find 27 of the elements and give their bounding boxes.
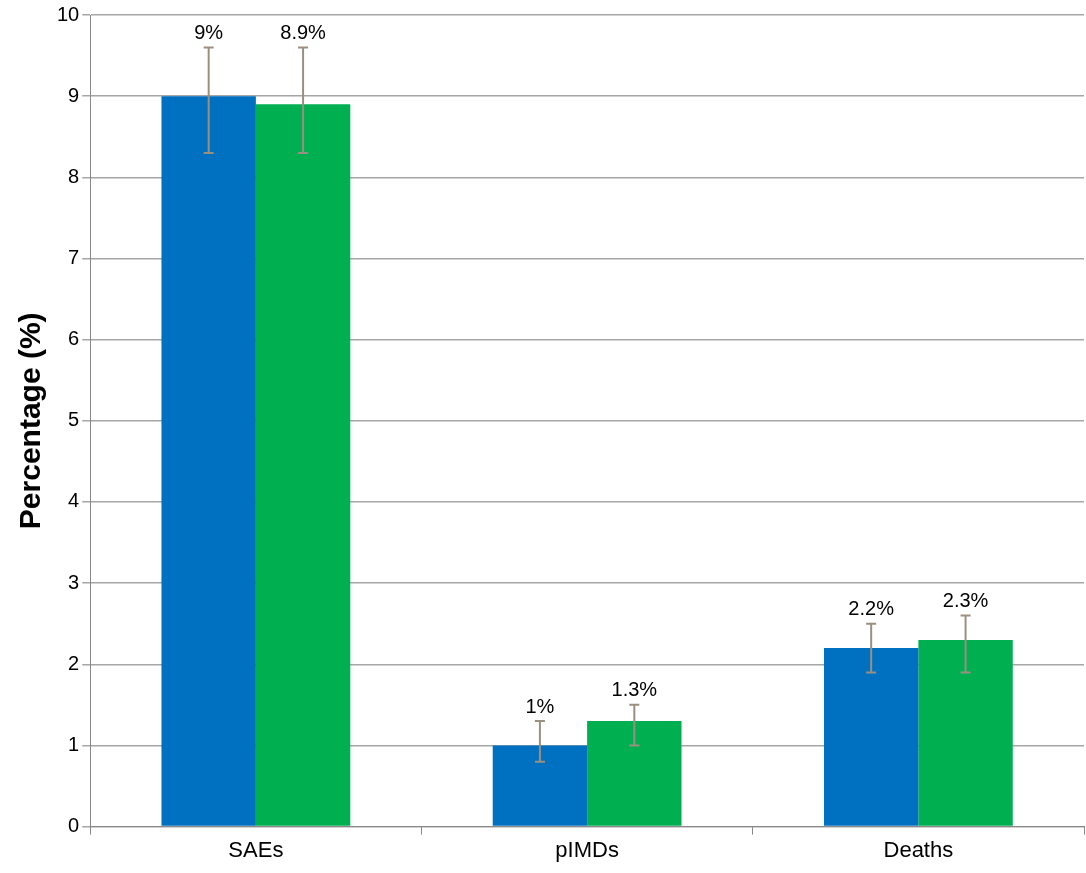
bar: [587, 721, 682, 826]
x-tick-label: SAEs: [228, 836, 284, 862]
data-label: 1.3%: [611, 678, 658, 701]
y-tick-label: 4: [68, 489, 80, 512]
bar: [918, 639, 1013, 826]
data-label: 2.3%: [942, 589, 989, 612]
bar: [823, 648, 919, 826]
y-tick-label: 0: [68, 814, 80, 837]
y-tick-label: 3: [68, 570, 80, 593]
y-tick-label: 2: [68, 651, 80, 674]
data-label: 9%: [194, 20, 224, 43]
y-tick-label: 1: [68, 732, 80, 755]
x-tick-label: Deaths: [883, 836, 954, 862]
bar: [492, 745, 588, 826]
data-label: 8.9%: [280, 20, 327, 43]
y-tick-label: 5: [68, 408, 80, 431]
y-tick-label: 6: [68, 327, 80, 350]
y-axis-title: Percentage (%): [13, 312, 47, 530]
y-tick-label: 9: [68, 83, 80, 106]
bar: [255, 104, 351, 826]
x-tick-label: pIMDs: [555, 836, 619, 862]
data-label: 2.2%: [848, 597, 895, 620]
y-tick-label: 7: [68, 246, 80, 268]
data-label: 1%: [525, 694, 555, 717]
bar: [161, 96, 256, 826]
y-tick-label: 10: [57, 2, 80, 25]
y-tick-label: 8: [68, 164, 80, 187]
